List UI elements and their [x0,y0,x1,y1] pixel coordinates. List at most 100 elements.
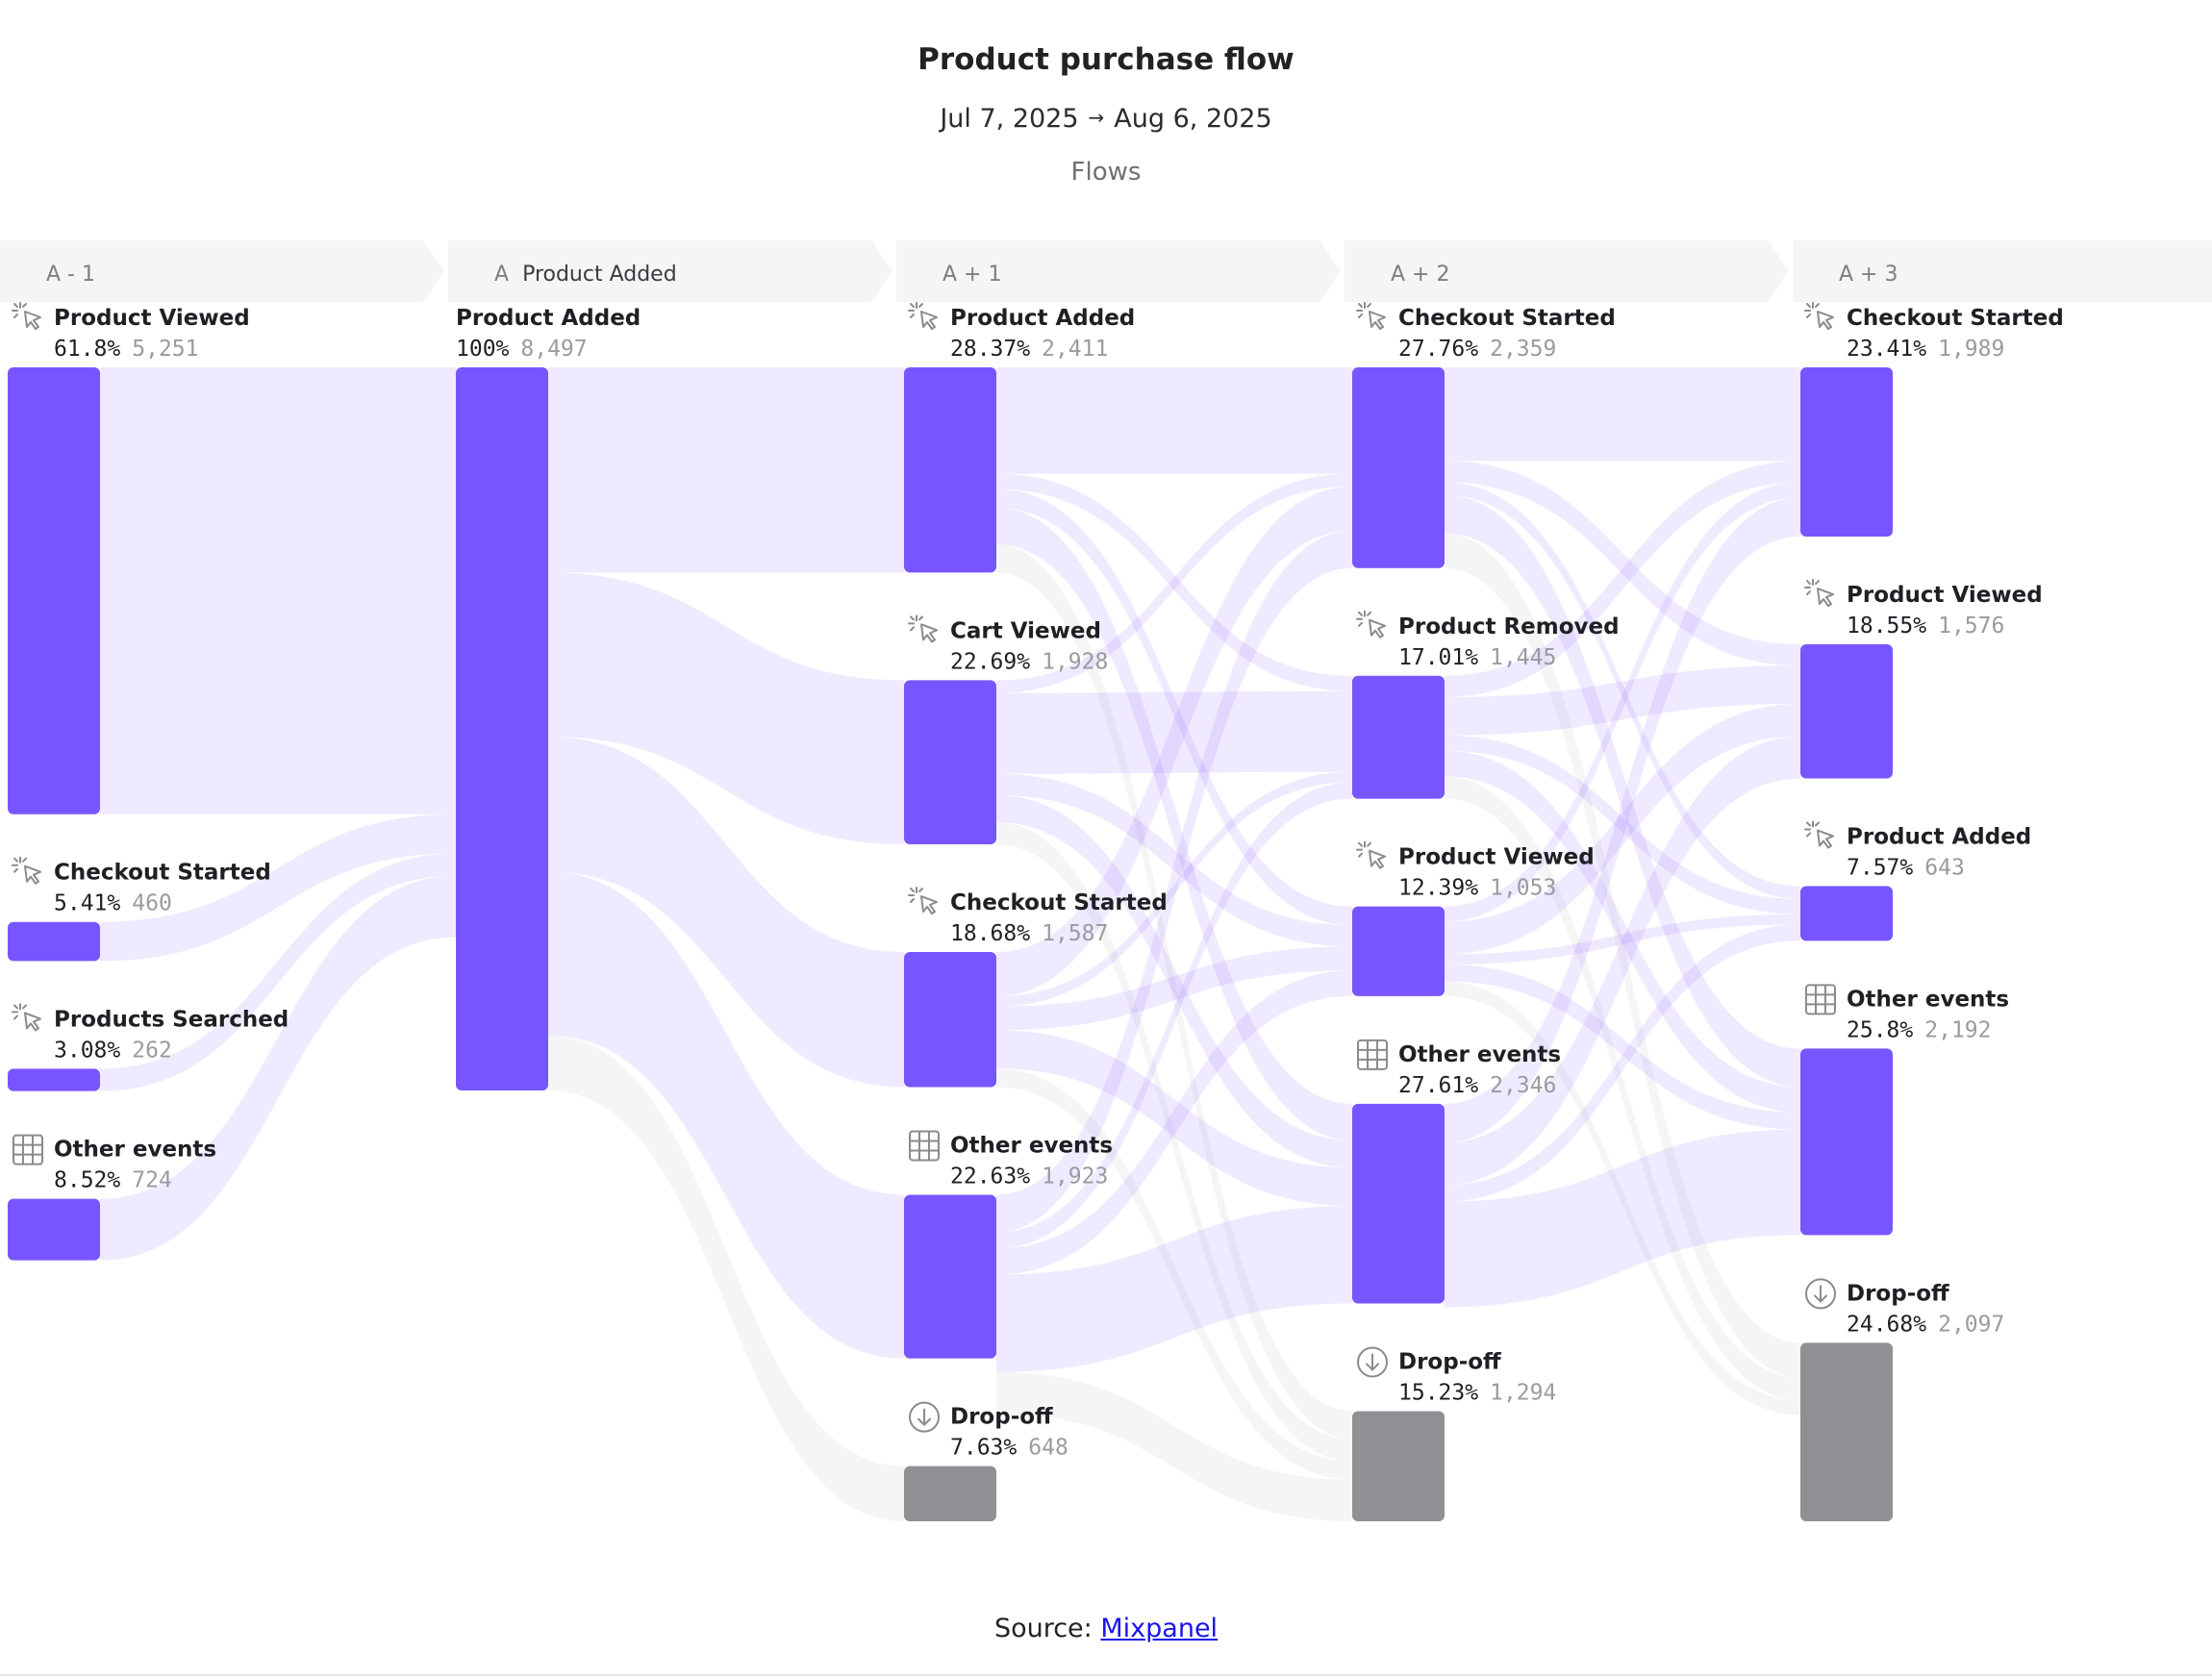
flow-link-24[interactable] [996,530,1352,1233]
flow-link-42[interactable] [1445,964,1800,1130]
flow-link-28[interactable] [996,1371,1352,1521]
flow-link-4[interactable] [548,367,904,573]
source-link[interactable]: Mixpanel [1100,1614,1219,1643]
flow-link-34[interactable] [1445,461,1800,697]
node-3-4[interactable]: Drop-off 15.23% 1,294 [1352,1346,1556,1521]
node-bar[interactable] [1352,367,1445,568]
flow-link-20[interactable] [996,771,1352,1007]
node-pct: 25.8% [1847,1017,1913,1042]
flow-link-15[interactable] [996,690,1352,774]
step-header-4[interactable] [1793,240,2212,302]
node-0-1[interactable]: Checkout Started 5.41% 460 [8,856,271,962]
node-bar[interactable] [904,680,996,845]
flow-link-37[interactable] [1445,750,1800,1113]
step-header-2[interactable] [896,240,1341,302]
node-bar[interactable] [1352,1411,1445,1521]
node-bar[interactable] [1352,906,1445,996]
flow-link-2[interactable] [100,853,456,1091]
flow-link-7[interactable] [548,871,904,1359]
node-bar[interactable] [904,367,996,573]
node-bar[interactable] [904,952,996,1088]
node-4-1[interactable]: Product Viewed 18.55% 1,576 [1800,579,2043,779]
node-3-1[interactable]: Product Removed 17.01% 1,445 [1352,610,1620,799]
flow-link-9[interactable] [996,367,1352,474]
flow-link-10[interactable] [996,473,1352,691]
node-bar[interactable] [8,367,100,814]
node-2-4[interactable]: Drop-off 7.63% 648 [904,1401,1068,1521]
flow-link-38[interactable] [1445,776,1800,1401]
flow-link-23[interactable] [996,1068,1352,1480]
flow-link-12[interactable] [996,508,1352,1140]
flow-link-1[interactable] [100,814,456,962]
flow-link-31[interactable] [1445,482,1800,899]
node-1-0[interactable]: Product Added 100% 8,497 [456,306,641,1090]
flow-link-22[interactable] [996,1030,1352,1207]
node-3-0[interactable]: Checkout Started 27.76% 2,359 [1352,302,1616,568]
flow-link-45[interactable] [1445,736,1800,1186]
node-bar[interactable] [904,1194,996,1359]
date-range[interactable]: Jul 7, 2025 → Aug 6, 2025 [0,104,2212,134]
node-bar[interactable] [1800,1342,1893,1521]
node-bar[interactable] [8,1198,100,1261]
flow-link-41[interactable] [1445,914,1800,965]
flow-link-8[interactable] [548,1035,904,1521]
node-0-2[interactable]: Products Searched 3.08% 262 [8,1003,289,1091]
flow-link-29[interactable] [1445,367,1800,462]
flow-link-18[interactable] [996,822,1352,1462]
flow-link-3[interactable] [100,875,456,1261]
flow-link-0[interactable] [100,367,456,814]
step-header-1[interactable] [448,240,892,302]
cursor-click-icon [1356,302,1386,330]
node-bar[interactable] [1800,1048,1893,1236]
node-3-2[interactable]: Product Viewed 12.39% 1,053 [1352,840,1595,996]
node-2-3[interactable]: Other events 22.63% 1,923 [904,1130,1113,1359]
flow-link-16[interactable] [996,773,1352,947]
flow-link-39[interactable] [1445,482,1800,922]
node-bar[interactable] [1800,886,1893,941]
flow-link-43[interactable] [1445,981,1800,1416]
flow-link-5[interactable] [548,572,904,845]
flow-link-11[interactable] [996,489,1352,926]
step-label-4: A + 3 [1839,263,1898,287]
flow-link-33[interactable] [1445,533,1800,1378]
node-bar[interactable] [904,1466,996,1521]
node-4-2[interactable]: Product Added 7.57% 643 [1800,820,2031,941]
node-bar[interactable] [1352,1103,1445,1304]
step-header-3[interactable] [1345,240,1789,302]
flow-link-13[interactable] [996,544,1352,1440]
node-bar[interactable] [456,367,548,1090]
flow-link-30[interactable] [1445,461,1800,666]
flow-link-26[interactable] [996,970,1352,1275]
node-title: Drop-off [1398,1349,1501,1374]
flow-link-19[interactable] [996,486,1352,997]
flow-link-6[interactable] [548,737,904,1088]
flow-link-40[interactable] [1445,703,1800,955]
flow-link-46[interactable] [1445,924,1800,1202]
node-2-0[interactable]: Product Added 28.37% 2,411 [904,302,1135,573]
node-bar[interactable] [1800,644,1893,779]
flow-link-17[interactable] [996,794,1352,1168]
flow-link-14[interactable] [996,473,1352,693]
flow-link-27[interactable] [996,1206,1352,1372]
node-0-0[interactable]: Product Viewed 61.8% 5,251 [8,302,250,814]
node-3-3[interactable]: Other events 27.61% 2,346 [1352,1039,1561,1304]
flow-link-32[interactable] [1445,494,1800,1088]
node-bar[interactable] [1800,367,1893,538]
node-2-2[interactable]: Checkout Started 18.68% 1,587 [904,887,1168,1088]
flow-link-36[interactable] [1445,735,1800,915]
node-4-0[interactable]: Checkout Started 23.41% 1,989 [1800,302,2064,538]
node-bar[interactable] [8,921,100,962]
node-bar[interactable] [1352,675,1445,799]
flow-link-35[interactable] [1445,665,1800,736]
flow-link-21[interactable] [996,946,1352,1031]
flow-link-25[interactable] [996,782,1352,1249]
flow-link-47[interactable] [1445,1129,1800,1308]
node-0-3[interactable]: Other events 8.52% 724 [8,1134,216,1261]
node-bar[interactable] [8,1068,100,1091]
node-4-4[interactable]: Drop-off 24.68% 2,097 [1800,1278,2004,1521]
flow-link-44[interactable] [1445,497,1800,1143]
node-2-1[interactable]: Cart Viewed 22.69% 1,928 [904,614,1108,845]
step-header-0[interactable] [0,240,444,302]
dropoff-icon [909,1401,940,1433]
node-4-3[interactable]: Other events 25.8% 2,192 [1800,984,2009,1236]
